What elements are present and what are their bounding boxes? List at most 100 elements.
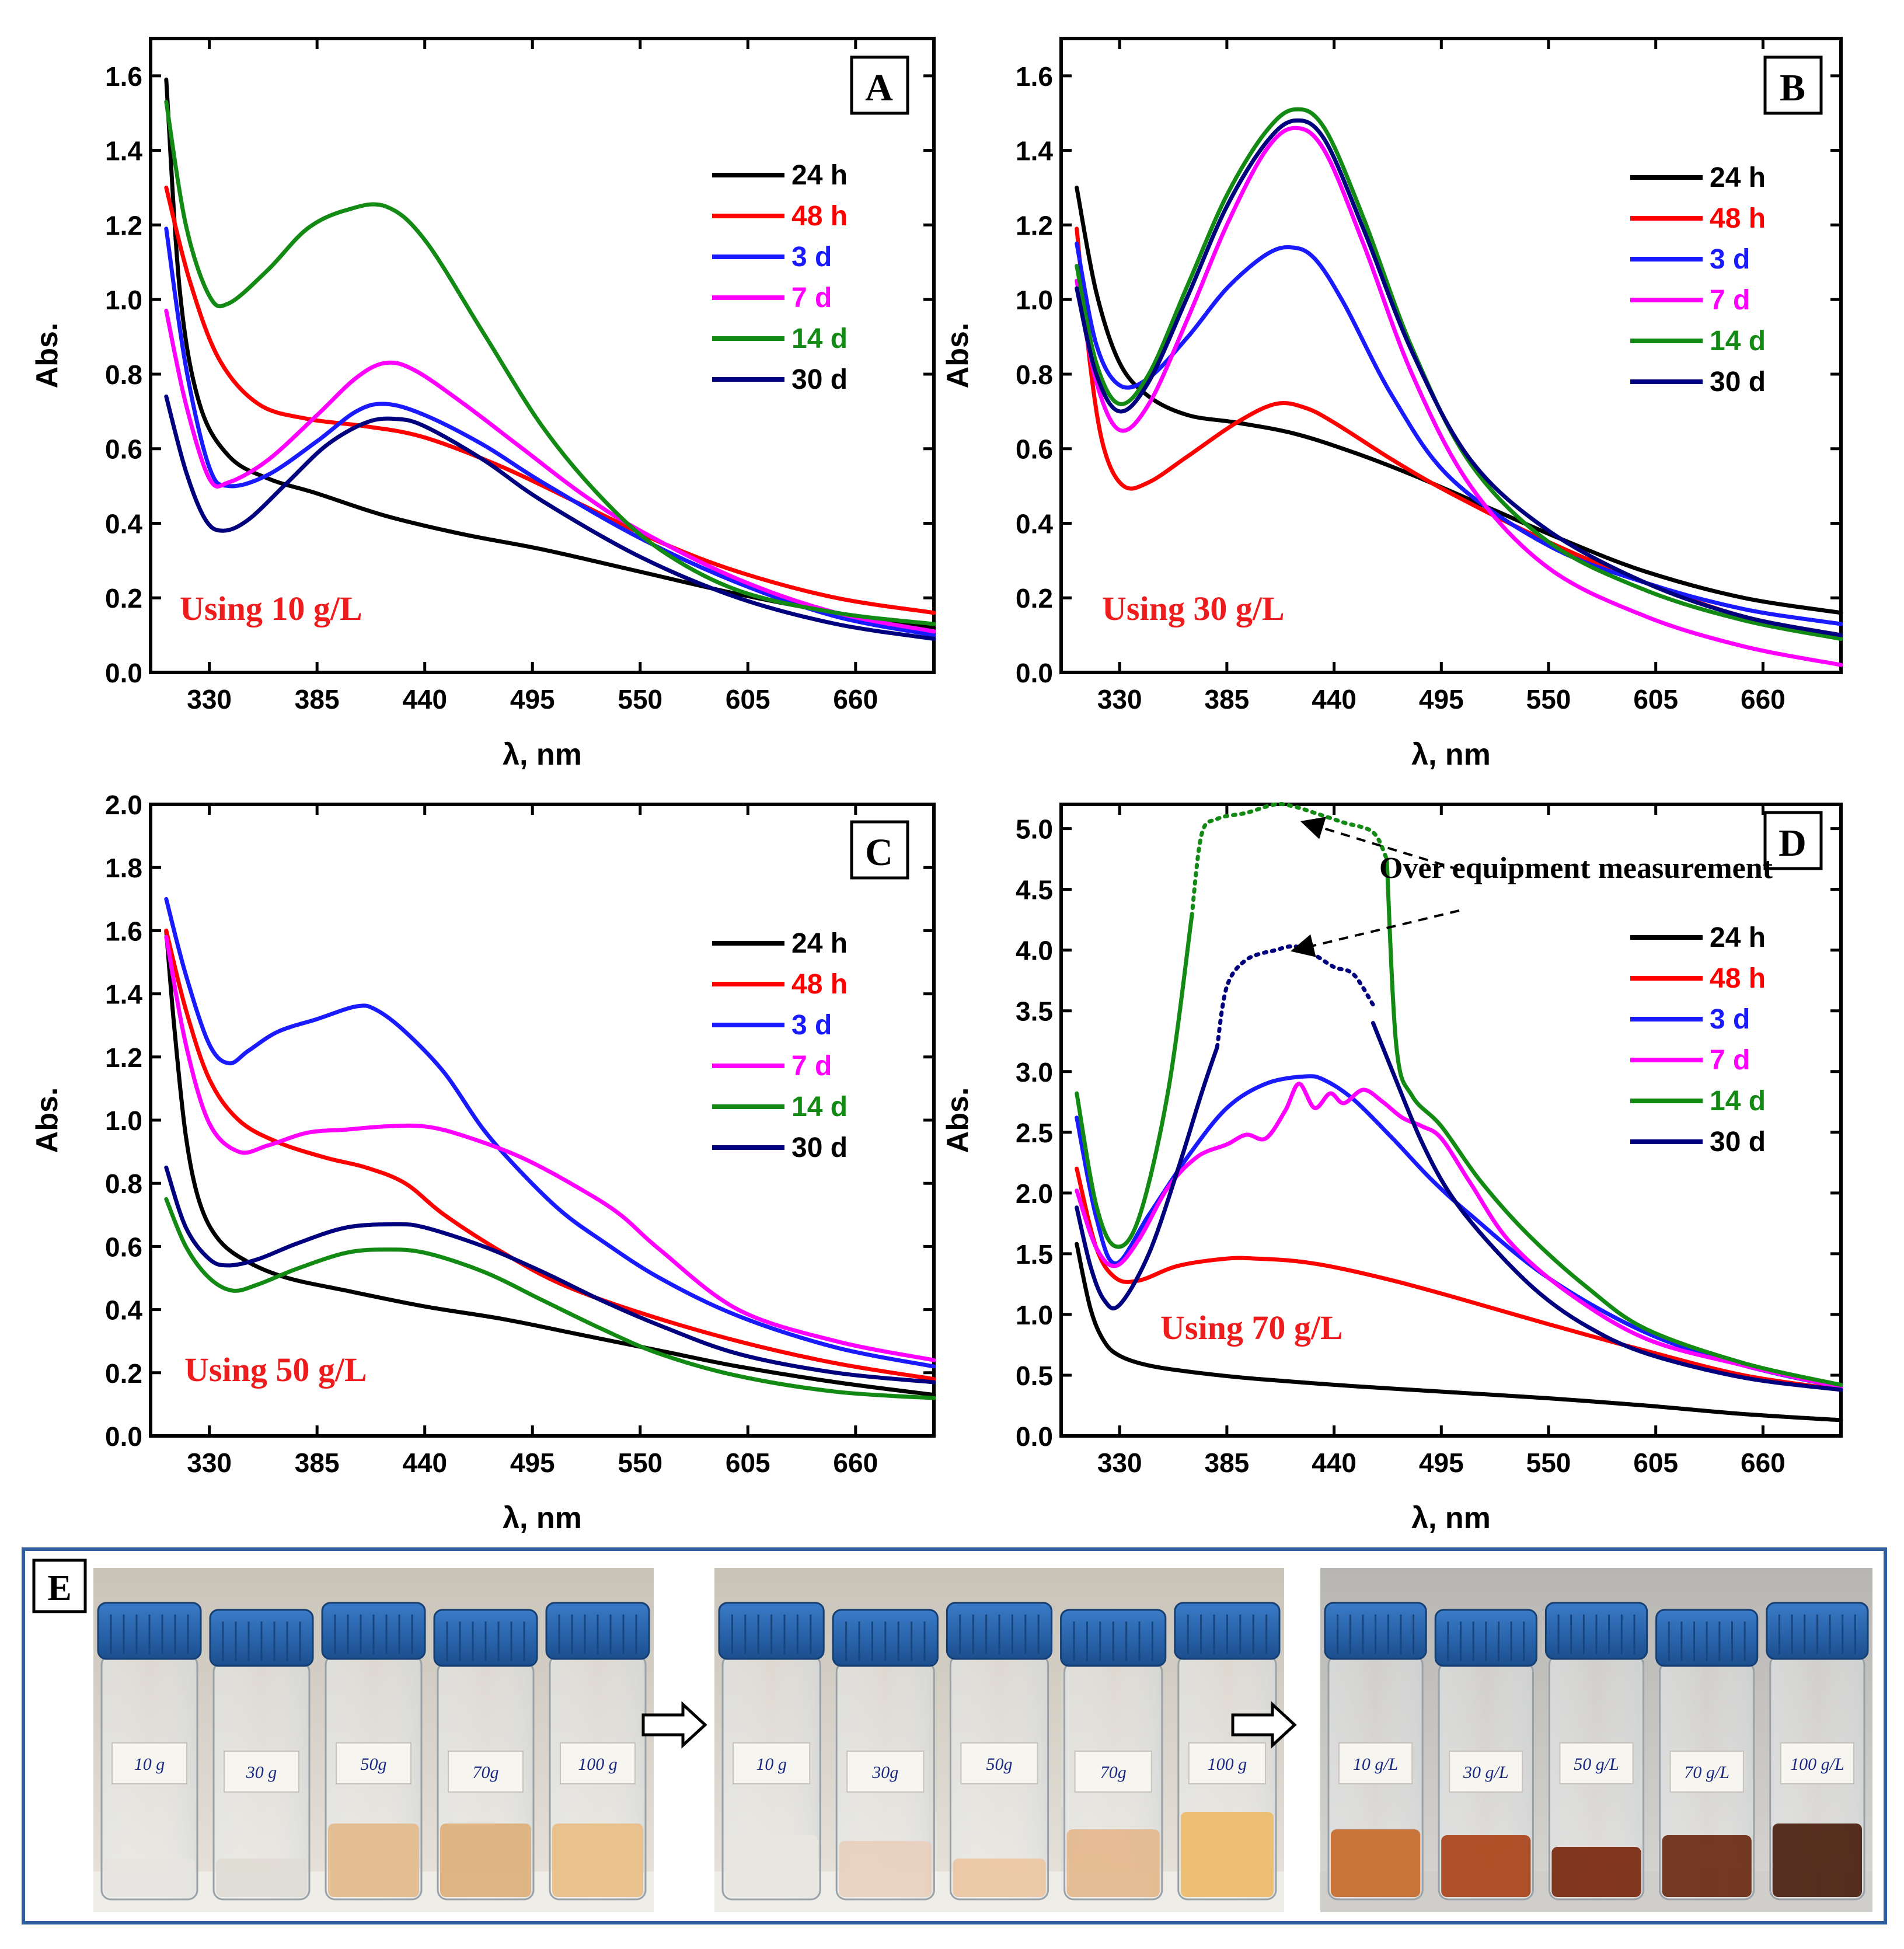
vial-label: 30g (871, 1763, 898, 1782)
x-tick-label: 605 (726, 684, 770, 714)
vial-label: 50 g/L (1574, 1755, 1619, 1774)
y-tick-label: 0.8 (105, 360, 142, 390)
y-tick-label: 1.6 (105, 916, 142, 946)
vial: 10 g/L (1324, 1602, 1427, 1901)
y-axis-label: Abs. (30, 1087, 64, 1153)
x-tick-label: 385 (295, 684, 340, 714)
x-tick-label: 440 (1312, 684, 1356, 714)
panel-letter: A (865, 67, 893, 109)
x-tick-label: 550 (1526, 1448, 1571, 1478)
panel-letter: C (865, 831, 893, 874)
charts-layer: 0.0 0.2 0.4 0.6 0.8 1.0 1.2 1.4 1.6 330 385 440 495 5… (30, 37, 1843, 1535)
y-tick-label: 1.4 (105, 979, 142, 1010)
x-tick-label: 440 (402, 1448, 447, 1478)
y-tick-label: 0.8 (105, 1169, 142, 1199)
legend-label: 24 h (791, 928, 848, 959)
y-tick-label: 1.0 (1016, 285, 1053, 315)
x-tick-label: 385 (1205, 684, 1250, 714)
vial-liquid (440, 1824, 531, 1897)
vial: 50g (321, 1602, 426, 1901)
series-line-24h (1075, 186, 1843, 615)
x-tick-label: 605 (1633, 684, 1678, 714)
series-line-48h (1075, 1166, 1843, 1392)
series-line-14d (1075, 107, 1843, 641)
arrow-right-icon (641, 1701, 707, 1749)
y-tick-label: 1.6 (1016, 61, 1053, 92)
series-line-7d (1075, 125, 1843, 667)
x-tick-label: 385 (295, 1448, 340, 1478)
y-tick-label: 2.5 (1016, 1118, 1053, 1148)
annotation-arrow (1291, 909, 1460, 957)
vial-label: 70 g/L (1684, 1763, 1729, 1782)
vial-liquid (552, 1824, 643, 1897)
legend-label: 7 d (1710, 285, 1750, 316)
vial-liquid (953, 1859, 1046, 1897)
vial-photo-2: 10 g 30g 50g 70g 100 g (714, 1568, 1284, 1912)
vial-label-paper (960, 1742, 1038, 1784)
vial-label-paper (1669, 1751, 1744, 1793)
y-tick-label: 1.5 (1016, 1239, 1053, 1270)
series-line-48h (164, 928, 936, 1382)
vial-photo-1: 10 g 30 g 50g 70g 100 g (93, 1568, 654, 1912)
y-tick-label: 1.4 (105, 136, 142, 166)
vial-label-paper (1780, 1742, 1855, 1784)
y-tick-label: 3.5 (1016, 996, 1053, 1027)
y-tick-label: 0.6 (105, 434, 142, 465)
x-tick-label: 330 (187, 1448, 232, 1478)
chart-panel-C: 0.0 0.2 0.4 0.6 0.8 1.0 1.2 1.4 1.6 1.8 2.0 330 385 4… (30, 790, 936, 1535)
y-tick-label: 0.0 (105, 658, 142, 688)
legend-label: 3 d (791, 1010, 832, 1041)
legend-label: 48 h (791, 969, 848, 1000)
legend-label: 30 d (791, 1132, 848, 1163)
series-line-7d (164, 935, 936, 1362)
series-line-14d (1190, 802, 1389, 918)
vial: 100 g (1174, 1602, 1281, 1901)
vial-label: 100 g/L (1790, 1755, 1844, 1774)
vial-label-paper (1449, 1751, 1523, 1793)
x-axis-label: λ, nm (1411, 1501, 1491, 1535)
chart-panel-D: 0.0 0.5 1.0 1.5 2.0 2.5 3.0 3.5 4.0 4.5 5.0 330 385 4… (941, 802, 1843, 1535)
vial-liquid (1662, 1835, 1752, 1897)
vial-liquid (839, 1841, 932, 1897)
vial-label: 10 g/L (1353, 1755, 1399, 1774)
legend-label: 3 d (1710, 1004, 1750, 1035)
y-axis-label: Abs. (941, 323, 975, 389)
vial: 10 g (718, 1602, 825, 1901)
panel-letter-box (850, 55, 909, 115)
panel-letter: B (1780, 67, 1805, 109)
legend-label: 7 d (1710, 1045, 1750, 1076)
vial-label-paper (448, 1751, 524, 1793)
vial-liquid (1551, 1847, 1641, 1897)
vial-liquid (1441, 1835, 1531, 1897)
y-tick-label: 0.0 (1016, 658, 1053, 688)
legend-label: 14 d (791, 323, 848, 354)
y-tick-label: 1.0 (105, 1106, 142, 1136)
vial-label: 10 g (134, 1755, 165, 1774)
x-tick-label: 495 (510, 1448, 555, 1478)
legend-label: 14 d (1710, 1086, 1766, 1117)
x-axis-label: λ, nm (1411, 738, 1491, 772)
y-tick-label: 1.2 (1016, 210, 1053, 240)
condition-label: Using 50 g/L (184, 1351, 367, 1389)
x-tick-label: 660 (833, 684, 878, 714)
x-tick-label: 660 (1741, 1448, 1786, 1478)
chart-panel-B: 0.0 0.2 0.4 0.6 0.8 1.0 1.2 1.4 1.6 330 385 440 495 5… (941, 37, 1843, 772)
legend-label: 48 h (1710, 963, 1766, 994)
vial: 70g (433, 1609, 538, 1901)
panel-letter-box (1763, 55, 1823, 115)
y-tick-label: 1.0 (105, 285, 142, 315)
legend-label: 30 d (791, 364, 848, 395)
vial-liquid (1331, 1829, 1421, 1897)
y-tick-label: 0.4 (105, 1295, 142, 1326)
y-tick-label: 1.4 (1016, 136, 1053, 166)
x-tick-label: 660 (1741, 684, 1786, 714)
vial-label-paper (1338, 1742, 1413, 1784)
arrow-right-icon (1231, 1701, 1297, 1749)
vial-label-paper (224, 1751, 299, 1793)
y-tick-label: 3.0 (1016, 1057, 1053, 1087)
vial: 30 g/L (1434, 1609, 1537, 1901)
y-tick-label: 0.6 (1016, 434, 1053, 465)
legend-label: 14 d (1710, 326, 1766, 357)
legend-label: 30 d (1710, 367, 1766, 398)
